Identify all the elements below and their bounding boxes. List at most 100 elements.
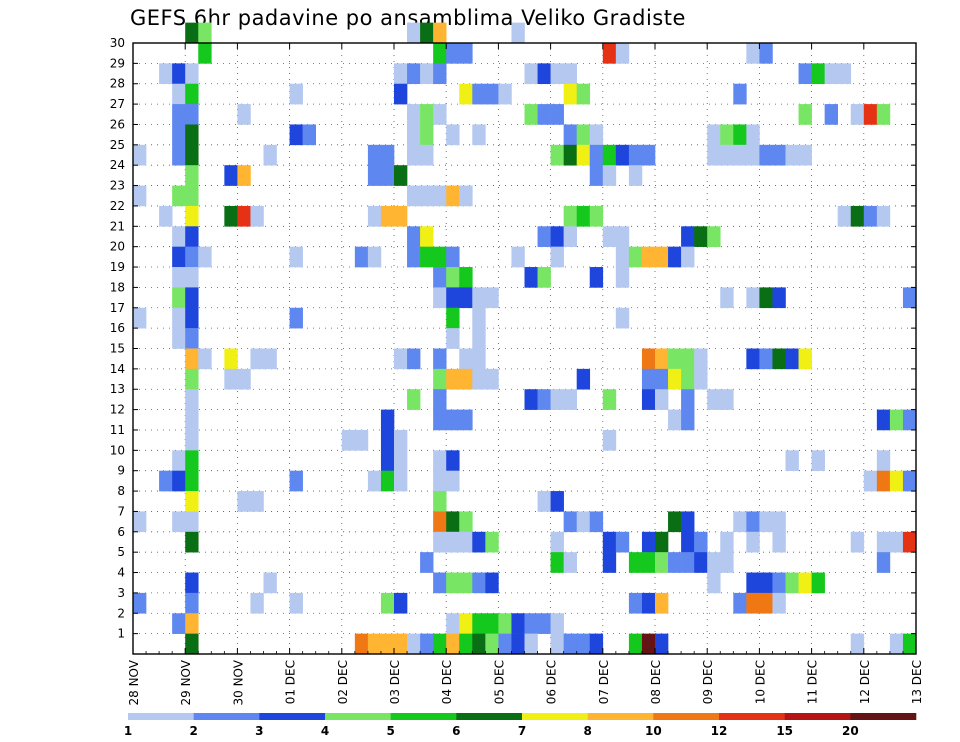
heatmap-cell	[289, 592, 303, 614]
legend-label: 8	[583, 724, 591, 738]
y-tick-label: 30	[110, 36, 125, 50]
heatmap-cell	[576, 144, 591, 166]
heatmap-cell	[668, 368, 682, 390]
heatmap-cell	[237, 205, 251, 227]
heatmap-cell	[550, 531, 564, 553]
heatmap-cell	[681, 511, 695, 533]
heatmap-cell	[394, 83, 408, 105]
heatmap-cell	[394, 450, 408, 471]
heatmap-cell	[850, 205, 865, 227]
heatmap-cell	[133, 511, 147, 533]
heatmap-cell	[746, 572, 760, 594]
heatmap-cell	[720, 389, 734, 410]
x-tick-label: 13 DEC	[910, 660, 924, 704]
heatmap-cell	[394, 592, 408, 614]
heatmap-cell	[615, 246, 630, 268]
heatmap-cell	[498, 633, 512, 655]
heatmap-cell	[615, 43, 630, 64]
y-tick-label: 23	[110, 179, 125, 193]
heatmap-cell	[772, 348, 786, 370]
heatmap-cell	[433, 267, 447, 288]
heatmap-cell	[889, 633, 904, 655]
heatmap-cell	[863, 205, 878, 227]
heatmap-cell	[655, 552, 669, 573]
heatmap-cell	[380, 144, 395, 166]
heatmap-cell	[185, 63, 199, 85]
heatmap-cell	[380, 409, 395, 431]
heatmap-cell	[902, 531, 917, 553]
heatmap-cell	[133, 592, 147, 614]
heatmap-cell	[367, 144, 382, 166]
y-tick-label: 18	[110, 280, 125, 294]
heatmap-cell	[446, 43, 460, 64]
heatmap-cell	[655, 389, 669, 410]
heatmap-cell	[433, 572, 447, 594]
heatmap-cell	[681, 409, 695, 431]
heatmap-cell	[250, 205, 264, 227]
heatmap-cell	[446, 511, 460, 533]
heatmap-cell	[707, 552, 721, 573]
heatmap-cell	[446, 531, 460, 553]
heatmap-cell	[407, 389, 421, 410]
heatmap-cell	[524, 613, 538, 634]
heatmap-cell	[459, 531, 473, 553]
heatmap-cell	[289, 124, 303, 146]
heatmap-cell	[407, 104, 421, 125]
heatmap-cell	[876, 470, 891, 492]
heatmap-cell	[420, 144, 434, 166]
heatmap-cell	[785, 450, 799, 471]
heatmap-cell	[472, 83, 486, 105]
heatmap-cell	[172, 104, 186, 125]
heatmap-cell	[537, 63, 551, 85]
y-tick-label: 7	[117, 504, 125, 518]
heatmap-cell	[237, 491, 251, 512]
heatmap-cell	[707, 226, 721, 247]
heatmap-cell	[433, 287, 447, 309]
heatmap-cell	[524, 267, 538, 288]
heatmap-cell	[446, 124, 460, 146]
heatmap-cell	[798, 104, 812, 125]
heatmap-cell	[433, 348, 447, 370]
heatmap-cell	[133, 307, 147, 329]
heatmap-cell	[524, 633, 538, 655]
heatmap-cell	[433, 450, 447, 471]
y-tick-label: 2	[117, 606, 125, 620]
heatmap-cell	[641, 552, 656, 573]
heatmap-cell	[394, 205, 408, 227]
heatmap-cell	[746, 124, 760, 146]
y-tick-label: 9	[117, 464, 125, 478]
heatmap-cell	[628, 552, 643, 573]
heatmap-cell	[172, 307, 186, 329]
heatmap-cell	[433, 389, 447, 410]
heatmap-cell	[668, 246, 682, 268]
heatmap-cell	[694, 531, 708, 553]
heatmap-cell	[237, 104, 251, 125]
heatmap-cell	[172, 144, 186, 166]
heatmap-cell	[407, 633, 421, 655]
heatmap-cell	[641, 633, 656, 655]
heatmap-cell	[537, 491, 551, 512]
heatmap-cell	[641, 144, 656, 166]
heatmap-cell	[628, 144, 643, 166]
heatmap-cell	[159, 470, 173, 492]
heatmap-cell	[759, 144, 773, 166]
heatmap-cell	[511, 22, 525, 44]
heatmap-cell	[446, 450, 460, 471]
heatmap-cell	[863, 470, 878, 492]
y-tick-label: 27	[110, 97, 125, 111]
heatmap-cell	[380, 429, 395, 451]
y-tick-label: 17	[110, 301, 125, 315]
heatmap-cell	[446, 185, 460, 207]
x-tick-label: 29 NOV	[179, 659, 193, 705]
heatmap-cell	[433, 511, 447, 533]
heatmap-cell	[459, 511, 473, 533]
heatmap-cell	[485, 83, 499, 105]
heatmap-cell	[289, 470, 303, 492]
heatmap-cell	[459, 633, 473, 655]
heatmap-cell	[472, 633, 486, 655]
y-tick-label: 19	[110, 260, 125, 274]
heatmap-cell	[733, 592, 747, 614]
y-tick-label: 29	[110, 56, 125, 70]
heatmap-cell	[511, 613, 525, 634]
heatmap-cell	[681, 552, 695, 573]
